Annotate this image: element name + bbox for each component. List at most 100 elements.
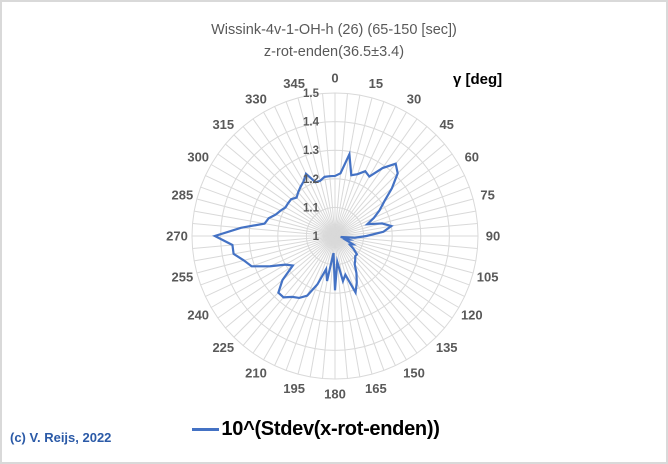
radius-tick-label: 1.5 <box>303 88 320 100</box>
grid-spoke <box>334 235 418 354</box>
grid-spoke <box>334 95 361 237</box>
angle-tick-label: 285 <box>172 188 194 203</box>
series-line <box>211 150 399 300</box>
angle-tick-label: 75 <box>480 188 494 203</box>
grid-spoke <box>297 235 336 375</box>
grid-spoke <box>334 210 476 237</box>
angle-tick-label: 165 <box>365 381 387 396</box>
grid-spoke <box>334 153 453 237</box>
chart-title: Wissink-4v-1-OH-h (26) (65-150 [sec]) z-… <box>2 19 666 63</box>
radius-tick-label: 1.2 <box>303 174 319 186</box>
angle-tick-label: 270 <box>166 229 188 244</box>
grid-spoke <box>205 175 336 237</box>
angle-tick-label: 315 <box>212 117 234 132</box>
grid-spoke <box>309 95 336 237</box>
angle-tick-label: 345 <box>283 76 305 91</box>
grid-spoke <box>196 235 336 274</box>
angle-tick-label: 210 <box>245 365 267 380</box>
grid-spoke <box>252 235 336 354</box>
grid-spoke <box>233 134 336 237</box>
grid-spoke <box>334 126 428 237</box>
grid-spoke <box>334 235 474 274</box>
grid-spoke <box>334 235 385 371</box>
grid-spoke <box>334 235 396 366</box>
grid-spoke <box>274 235 336 366</box>
grid-spoke <box>233 235 336 338</box>
grid-spoke <box>242 235 336 346</box>
grid-spoke <box>196 198 336 237</box>
grid-spoke <box>334 235 476 262</box>
chart-title-line1: Wissink-4v-1-OH-h (26) (65-150 [sec]) <box>211 22 457 38</box>
copyright-text: (c) V. Reijs, 2022 <box>10 430 112 445</box>
grid-spoke <box>334 164 460 237</box>
grid-spoke <box>200 235 336 286</box>
grid-spoke <box>334 235 445 329</box>
grid-spoke <box>334 186 470 237</box>
grid-spoke <box>274 106 336 237</box>
grid-spoke <box>200 186 336 237</box>
grid-spoke <box>210 235 336 308</box>
grid-spoke <box>225 235 336 329</box>
angle-tick-label: 195 <box>283 381 305 396</box>
angle-tick-label: 0 <box>331 71 338 86</box>
angle-tick-label: 150 <box>403 365 425 380</box>
angle-tick-label: 60 <box>465 150 479 165</box>
grid-spoke <box>263 111 336 237</box>
grid-ring <box>248 149 422 323</box>
grid-spoke <box>334 93 348 237</box>
angle-tick-label: 255 <box>172 269 194 284</box>
grid-spoke <box>334 235 465 297</box>
angle-tick-label: 330 <box>245 92 267 107</box>
angle-tick-label: 180 <box>324 387 346 402</box>
radius-tick-label: 1.4 <box>303 117 320 129</box>
radius-tick-label: 1.3 <box>303 145 319 157</box>
grid-spoke <box>334 235 437 338</box>
angle-tick-label: 45 <box>439 117 453 132</box>
grid-spoke <box>334 235 460 308</box>
grid-spoke <box>334 175 465 237</box>
grid-spoke <box>297 97 336 237</box>
grid-spoke <box>210 164 336 237</box>
grid-ring <box>220 121 450 351</box>
grid-spoke <box>334 223 478 237</box>
grid-spoke <box>334 101 385 237</box>
angle-tick-label: 120 <box>461 308 483 323</box>
legend-series-label: 10^(Stdev(x-rot-enden)) <box>221 418 440 440</box>
grid-spoke <box>285 235 336 371</box>
legend-line-marker <box>192 428 220 431</box>
grid-spoke <box>334 118 418 237</box>
grid-spoke <box>242 126 336 237</box>
angle-tick-label: 225 <box>212 340 234 355</box>
grid-spoke <box>334 134 437 237</box>
grid-spoke <box>334 235 428 346</box>
grid-spoke <box>285 101 336 237</box>
radius-tick-label: 1.1 <box>303 202 320 214</box>
chart-title-line2: z-rot-enden(36.5±3.4) <box>263 44 405 60</box>
grid-spoke <box>322 93 336 237</box>
grid-spoke <box>217 235 336 319</box>
angle-tick-label: 30 <box>407 92 421 107</box>
angle-tick-label: 15 <box>369 76 383 91</box>
radius-tick-label: 1 <box>313 231 320 243</box>
grid-spoke <box>252 118 336 237</box>
grid-spoke <box>334 235 407 361</box>
grid-spoke <box>217 153 336 237</box>
angle-tick-label: 240 <box>187 308 209 323</box>
grid-spoke <box>192 235 336 249</box>
grid-spoke <box>194 235 336 262</box>
grid-spoke <box>225 143 336 237</box>
grid-spoke <box>334 198 474 237</box>
legend: 10^(Stdev(x-rot-enden)) <box>2 418 648 441</box>
gamma-axis-label: γ [deg] <box>453 71 503 88</box>
angle-tick-label: 90 <box>486 229 500 244</box>
grid-spoke <box>334 235 470 286</box>
angle-tick-label: 135 <box>436 340 458 355</box>
grid-spoke <box>334 235 373 375</box>
grid-ring <box>191 92 479 380</box>
grid-spoke <box>334 97 373 237</box>
grid-spoke <box>334 235 361 377</box>
angle-tick-label: 300 <box>187 150 209 165</box>
angle-tick-label: 105 <box>477 269 499 284</box>
